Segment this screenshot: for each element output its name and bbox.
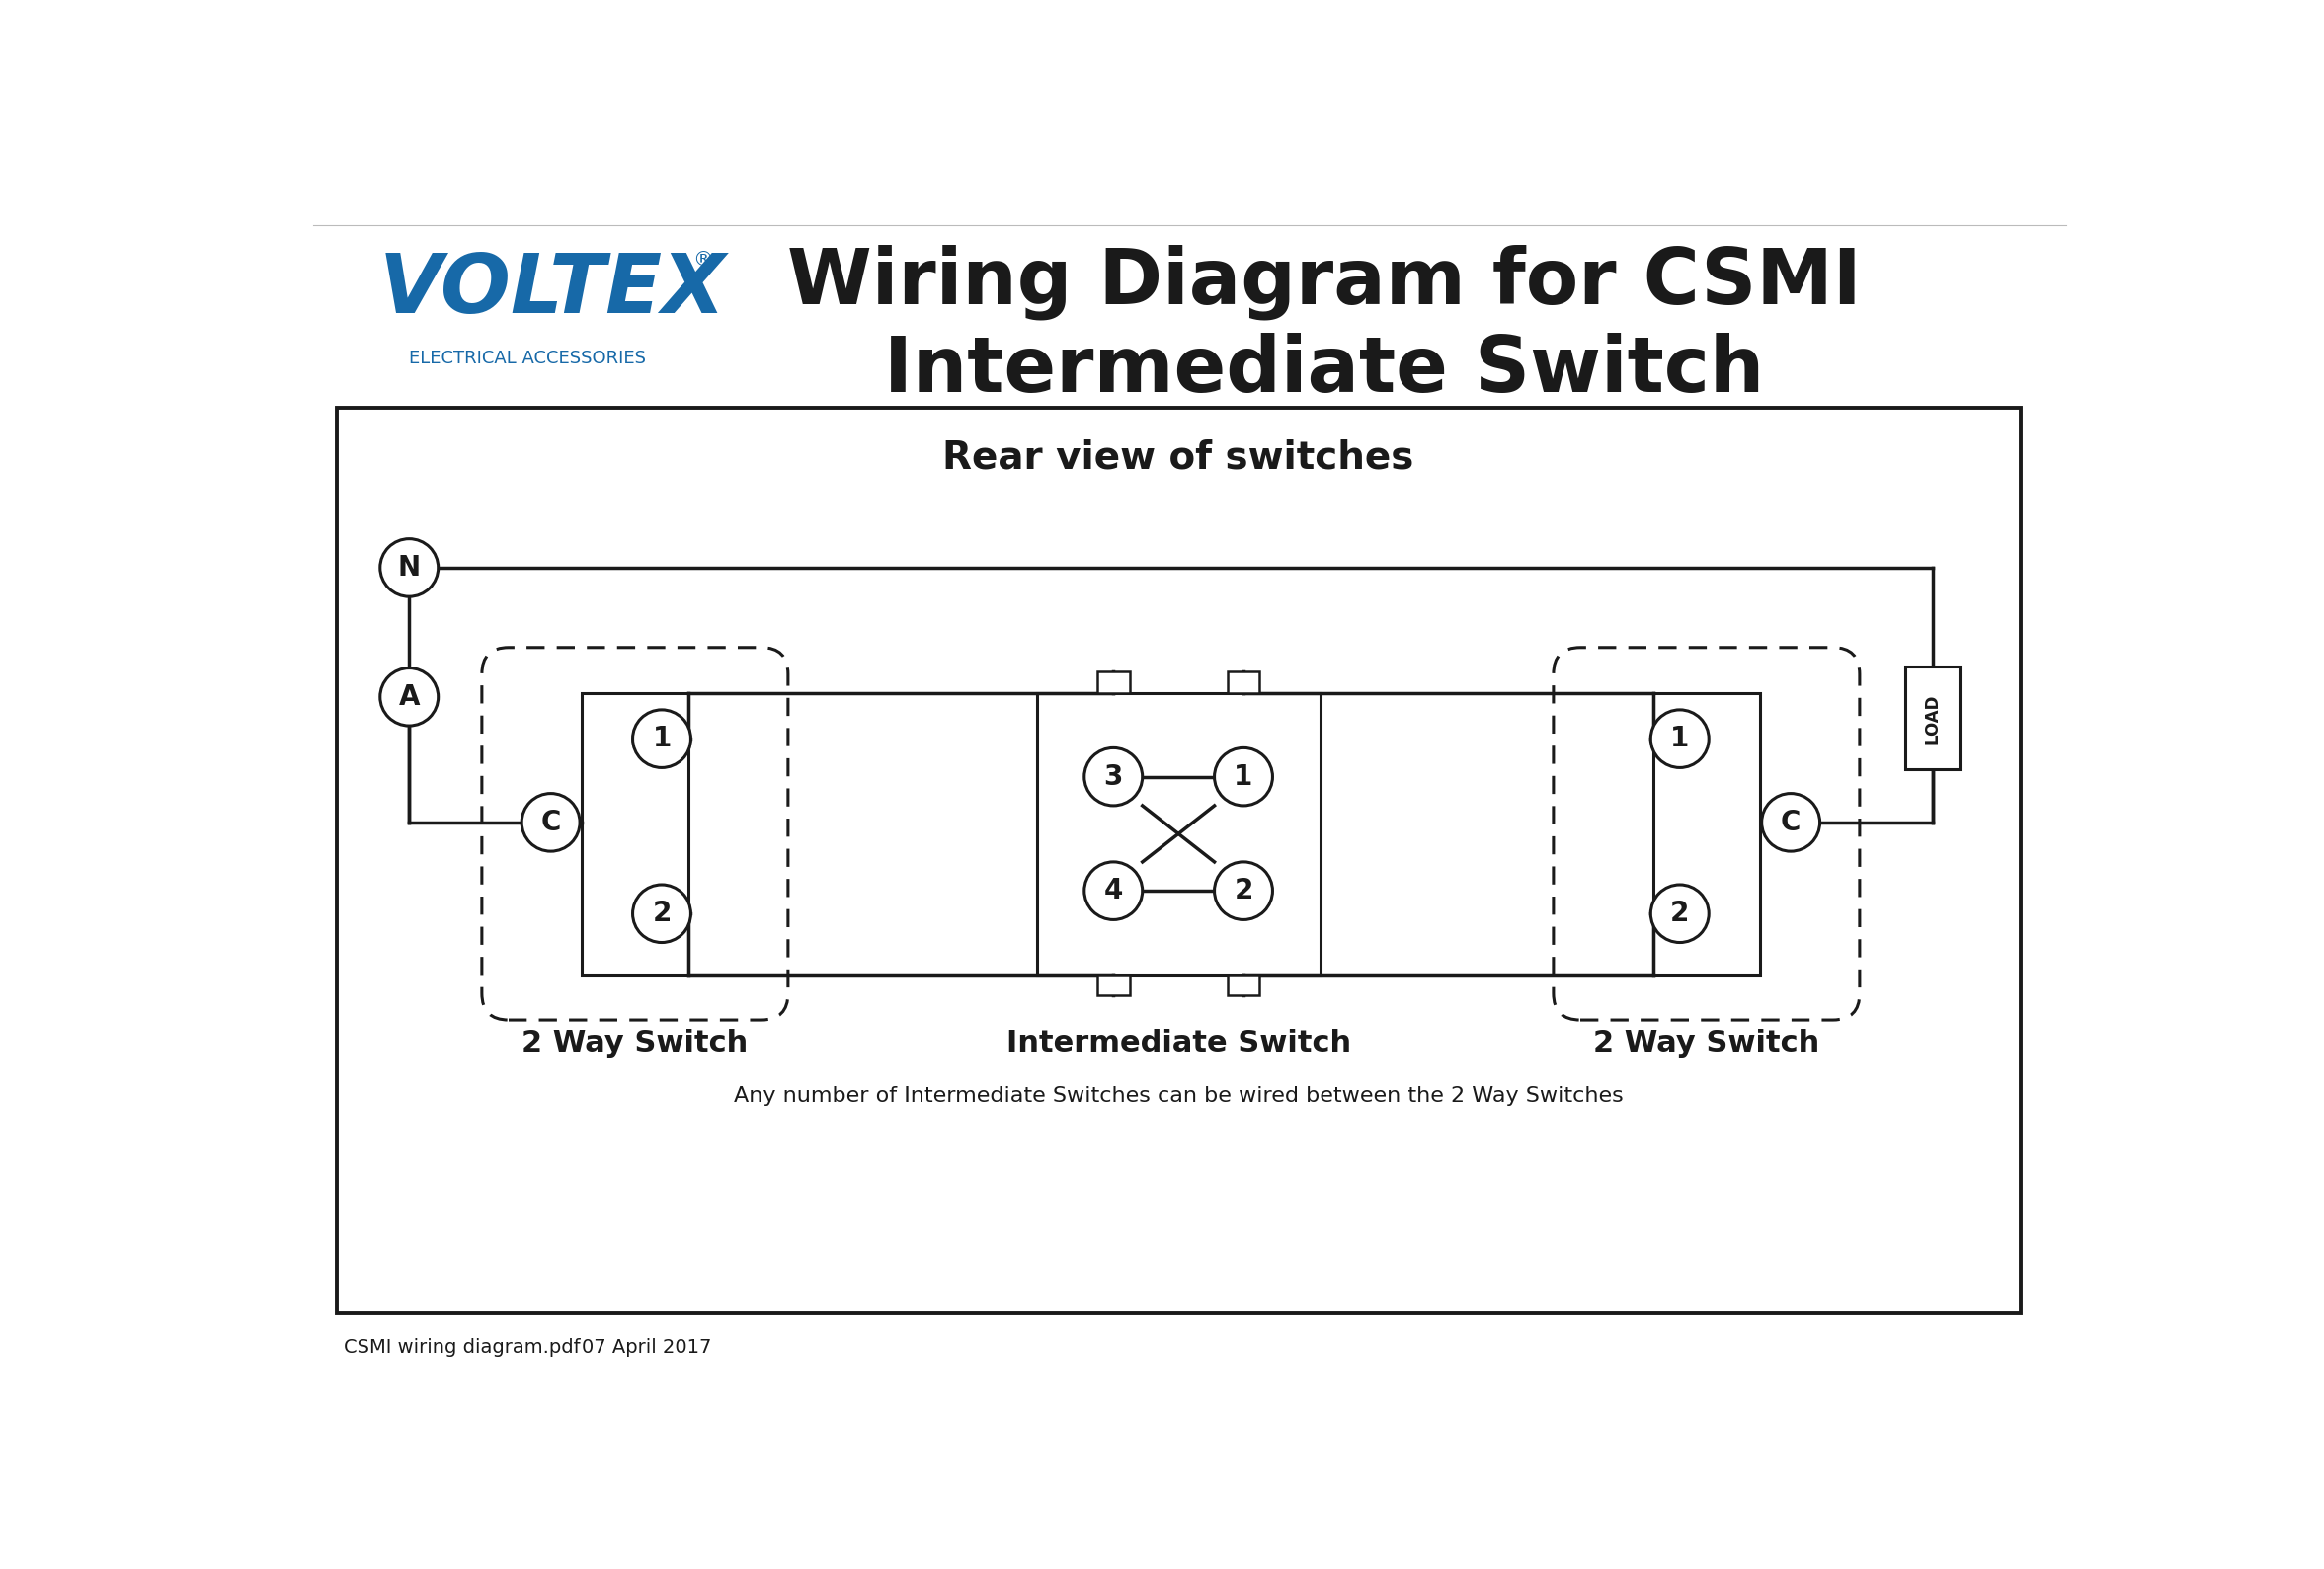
Text: 2: 2 — [1234, 877, 1253, 905]
Text: ®: ® — [693, 249, 713, 270]
Text: Any number of Intermediate Switches can be wired between the 2 Way Switches: Any number of Intermediate Switches can … — [734, 1086, 1622, 1106]
Text: Rear view of switches: Rear view of switches — [944, 439, 1415, 475]
Circle shape — [1650, 885, 1708, 943]
Text: A: A — [397, 683, 421, 711]
Bar — [1037, 693, 1320, 974]
Circle shape — [1215, 748, 1274, 805]
Circle shape — [521, 794, 581, 852]
Bar — [1227, 974, 1260, 996]
Text: N: N — [397, 554, 421, 582]
Bar — [337, 408, 2020, 1313]
Circle shape — [381, 668, 439, 726]
Text: CSMI wiring diagram.pdf: CSMI wiring diagram.pdf — [344, 1338, 581, 1356]
Text: 2 Way Switch: 2 Way Switch — [523, 1029, 748, 1058]
Text: C: C — [541, 808, 560, 836]
Circle shape — [1215, 861, 1274, 919]
Bar — [1652, 693, 1759, 974]
Text: 2: 2 — [653, 899, 672, 927]
Circle shape — [632, 885, 690, 943]
Text: 1: 1 — [653, 725, 672, 753]
Bar — [1906, 667, 1959, 769]
Circle shape — [1762, 794, 1820, 852]
Text: Intermediate Switch: Intermediate Switch — [883, 333, 1764, 408]
Bar — [1097, 974, 1129, 996]
Text: 1: 1 — [1234, 763, 1253, 791]
Circle shape — [1650, 709, 1708, 767]
Text: 4: 4 — [1104, 877, 1122, 905]
Text: VOLTEX: VOLTEX — [379, 249, 725, 329]
Text: ELECTRICAL ACCESSORIES: ELECTRICAL ACCESSORIES — [409, 350, 646, 367]
Text: 3: 3 — [1104, 763, 1122, 791]
Text: Intermediate Switch: Intermediate Switch — [1006, 1029, 1350, 1058]
Text: C: C — [1780, 808, 1801, 836]
Bar — [581, 693, 688, 974]
Text: 07 April 2017: 07 April 2017 — [581, 1338, 711, 1356]
Circle shape — [1085, 861, 1143, 919]
Circle shape — [632, 709, 690, 767]
Text: 2 Way Switch: 2 Way Switch — [1594, 1029, 1820, 1058]
Text: LOAD: LOAD — [1924, 693, 1941, 744]
Bar — [1227, 672, 1260, 693]
Text: 1: 1 — [1671, 725, 1690, 753]
Text: Wiring Diagram for CSMI: Wiring Diagram for CSMI — [788, 245, 1862, 320]
Bar — [1097, 672, 1129, 693]
Text: 2: 2 — [1671, 899, 1690, 927]
Circle shape — [1085, 748, 1143, 805]
Circle shape — [381, 538, 439, 596]
